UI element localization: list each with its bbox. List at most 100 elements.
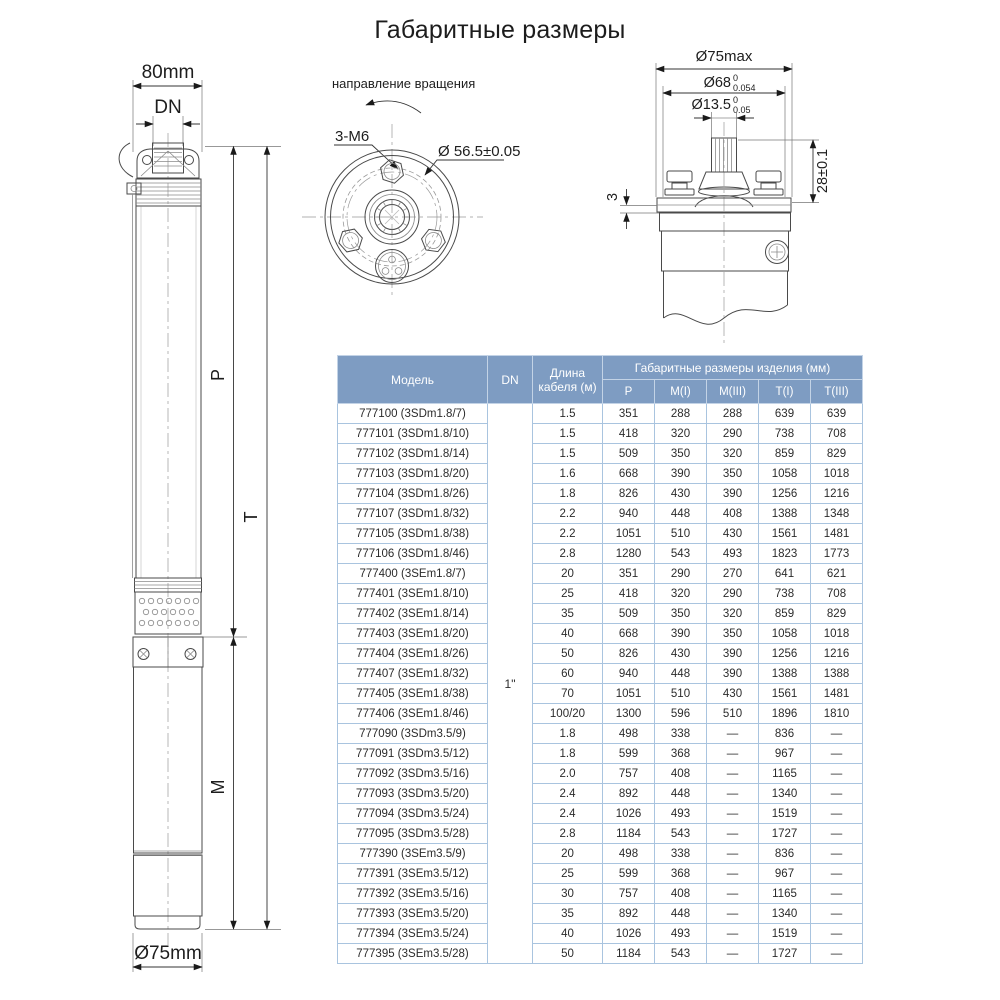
value-cell: 1280 xyxy=(602,543,655,564)
value-cell: 509 xyxy=(602,443,655,464)
terminal-stud-right xyxy=(753,170,784,196)
value-cell: — xyxy=(706,743,759,764)
table-row: 777106 (3SDm1.8/46) 2.8 1280 543 493 1823 1773 xyxy=(337,543,864,564)
value-cell: 639 xyxy=(758,403,811,424)
value-cell: — xyxy=(706,783,759,804)
detail-shaft-dia-label: Ø13.5 xyxy=(692,97,732,113)
value-cell: 288 xyxy=(654,403,707,424)
header-model: Модель xyxy=(337,355,488,404)
value-cell: 1481 xyxy=(809,683,864,704)
value-cell: — xyxy=(706,883,759,904)
side-width-label: 80mm xyxy=(142,62,195,83)
value-cell: — xyxy=(809,783,864,804)
table-row: 777391 (3SEm3.5/12) 25 599 368—967— xyxy=(337,863,864,884)
value-cell: 510 xyxy=(654,523,707,544)
value-cell: 390 xyxy=(706,483,759,504)
value-cell: 1388 xyxy=(758,503,811,524)
bore-tol-lower: 0.054 xyxy=(733,83,756,93)
value-cell: 448 xyxy=(654,503,707,524)
value-cell: 1018 xyxy=(809,623,864,644)
model-cell: 777106 (3SDm1.8/46) xyxy=(337,543,488,564)
value-cell: 290 xyxy=(706,583,759,604)
value-cell: 668 xyxy=(602,463,655,484)
value-cell: 20 xyxy=(532,563,603,584)
value-cell: — xyxy=(809,923,864,944)
value-cell: 1.5 xyxy=(532,443,603,464)
model-cell: 777405 (3SEm1.8/38) xyxy=(337,683,488,704)
value-cell: 2.8 xyxy=(532,823,603,844)
value-cell: 639 xyxy=(809,403,864,424)
table-row: 777390 (3SEm3.5/9) 20 498 338—836— xyxy=(337,843,864,864)
value-cell: 2.2 xyxy=(532,503,603,524)
value-cell: 320 xyxy=(654,583,707,604)
table-row: 777095 (3SDm3.5/28) 2.8 1184 543—1727— xyxy=(337,823,864,844)
value-cell: 35 xyxy=(532,903,603,924)
value-cell: 290 xyxy=(654,563,707,584)
value-cell: 430 xyxy=(654,483,707,504)
value-cell: 1.6 xyxy=(532,463,603,484)
table-row: 777102 (3SDm1.8/14) 1.5 509 350 320 859 829 xyxy=(337,443,864,464)
value-cell: 320 xyxy=(706,603,759,624)
value-cell: 836 xyxy=(758,723,811,744)
table-body: 777100 (3SDm1.8/7) 1" 1.5 351 288 288 639 639 77… xyxy=(337,403,864,964)
model-cell: 777395 (3SEm3.5/28) xyxy=(337,943,488,964)
value-cell: — xyxy=(809,863,864,884)
value-cell: 448 xyxy=(654,783,707,804)
value-cell: 738 xyxy=(758,583,811,604)
value-cell: 708 xyxy=(809,583,864,604)
value-cell: 892 xyxy=(602,783,655,804)
table-row: 777392 (3SEm3.5/16) 30 757 408—1165— xyxy=(337,883,864,904)
terminal-stud-left xyxy=(664,170,695,196)
value-cell: 1896 xyxy=(758,703,811,724)
header-mi: M(I) xyxy=(654,379,707,404)
value-cell: 1773 xyxy=(809,543,864,564)
detail-gap-label: 3 xyxy=(605,193,621,201)
value-cell: 2.8 xyxy=(532,543,603,564)
header-dn: DN xyxy=(487,355,533,404)
table-row: 777100 (3SDm1.8/7) 1" 1.5 351 288 288 639 639 xyxy=(337,403,864,964)
value-cell: — xyxy=(706,823,759,844)
table-row: 777393 (3SEm3.5/20) 35 892 448—1340— xyxy=(337,903,864,924)
value-cell: 390 xyxy=(706,643,759,664)
value-cell: 448 xyxy=(654,663,707,684)
model-cell: 777406 (3SEm1.8/46) xyxy=(337,703,488,724)
value-cell: — xyxy=(706,903,759,924)
table-row: 777394 (3SEm3.5/24) 40 1026 493—1519— xyxy=(337,923,864,944)
value-cell: — xyxy=(706,923,759,944)
side-dn-label: DN xyxy=(154,97,181,118)
value-cell: 1058 xyxy=(758,623,811,644)
value-cell: — xyxy=(706,763,759,784)
value-cell: 1823 xyxy=(758,543,811,564)
value-cell: 543 xyxy=(654,543,707,564)
value-cell: 1727 xyxy=(758,943,811,964)
value-cell: 1.5 xyxy=(532,403,603,424)
rotation-direction-label: направление вращения xyxy=(332,76,475,91)
table-row: 777405 (3SEm1.8/38) 70 1051 510 430 1561 1481 xyxy=(337,683,864,704)
value-cell: 1.8 xyxy=(532,743,603,764)
value-cell: 351 xyxy=(602,403,655,424)
value-cell: 940 xyxy=(602,663,655,684)
value-cell: 543 xyxy=(654,823,707,844)
value-cell: 70 xyxy=(532,683,603,704)
value-cell: 621 xyxy=(809,563,864,584)
value-cell: 498 xyxy=(602,723,655,744)
value-cell: 708 xyxy=(809,423,864,444)
table-row: 777400 (3SEm1.8/7) 20 351 290 270 641 621 xyxy=(337,563,864,584)
value-cell: 599 xyxy=(602,863,655,884)
header-ti: T(I) xyxy=(758,379,811,404)
table-row: 777401 (3SEm1.8/10) 25 418 320 290 738 708 xyxy=(337,583,864,604)
model-cell: 777091 (3SDm3.5/12) xyxy=(337,743,488,764)
model-cell: 777390 (3SEm3.5/9) xyxy=(337,843,488,864)
dimensions-table-wrap: Модель DN Длина кабеля (м) Габаритные ра… xyxy=(337,355,864,964)
value-cell: 350 xyxy=(654,603,707,624)
value-cell: — xyxy=(809,943,864,964)
value-cell: 859 xyxy=(758,443,811,464)
value-cell: 320 xyxy=(706,443,759,464)
value-cell: 1.5 xyxy=(532,423,603,444)
value-cell: 826 xyxy=(602,483,655,504)
value-cell: 1519 xyxy=(758,923,811,944)
model-cell: 777391 (3SEm3.5/12) xyxy=(337,863,488,884)
value-cell: 338 xyxy=(654,723,707,744)
value-cell: 1810 xyxy=(809,703,864,724)
